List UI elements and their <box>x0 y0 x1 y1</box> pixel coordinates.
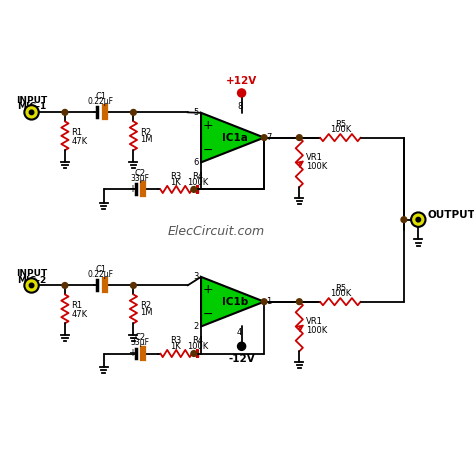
Circle shape <box>237 89 246 97</box>
Text: INPUT: INPUT <box>16 269 47 278</box>
Text: C1: C1 <box>95 92 107 101</box>
Text: R1: R1 <box>71 128 82 137</box>
Text: 33μF: 33μF <box>130 174 149 183</box>
Text: −: − <box>203 143 213 156</box>
Text: INPUT: INPUT <box>16 96 47 105</box>
Text: 8: 8 <box>237 102 243 111</box>
Text: MIC-1: MIC-1 <box>17 102 46 111</box>
Text: ElecCircuit.com: ElecCircuit.com <box>168 225 265 238</box>
Text: R2: R2 <box>140 128 151 137</box>
Text: R1: R1 <box>71 301 82 310</box>
Text: 6: 6 <box>193 158 198 167</box>
Text: 7: 7 <box>266 133 271 142</box>
Circle shape <box>130 283 137 288</box>
Circle shape <box>401 217 407 222</box>
Text: R3: R3 <box>170 172 182 181</box>
Text: 2: 2 <box>193 322 198 331</box>
Circle shape <box>62 283 68 288</box>
Circle shape <box>261 135 267 141</box>
Polygon shape <box>201 277 264 327</box>
Text: 1M: 1M <box>140 308 152 317</box>
Text: 1K: 1K <box>171 342 181 351</box>
Text: 4: 4 <box>237 328 242 337</box>
Text: +: + <box>128 348 137 358</box>
Text: 47K: 47K <box>71 137 87 146</box>
Text: R5: R5 <box>335 284 346 293</box>
Text: IC1a: IC1a <box>222 133 248 143</box>
Text: 3: 3 <box>193 272 198 281</box>
Circle shape <box>416 217 420 222</box>
Text: 5: 5 <box>193 108 198 117</box>
Circle shape <box>29 283 34 288</box>
Circle shape <box>24 278 39 293</box>
Text: C2: C2 <box>134 333 146 342</box>
Text: 33μF: 33μF <box>130 338 149 347</box>
Text: R3: R3 <box>170 336 182 345</box>
Text: 100K: 100K <box>330 125 351 134</box>
Text: +: + <box>203 119 214 132</box>
Text: OUTPUT: OUTPUT <box>427 210 474 220</box>
Circle shape <box>24 105 39 120</box>
Text: R5: R5 <box>335 120 346 129</box>
Text: +: + <box>128 184 137 193</box>
Text: 100K: 100K <box>187 178 208 187</box>
Polygon shape <box>201 113 264 162</box>
Text: +12V: +12V <box>226 76 257 86</box>
Text: −: − <box>203 308 213 321</box>
Circle shape <box>191 187 197 192</box>
Text: 0.22μF: 0.22μF <box>88 270 114 279</box>
Text: 47K: 47K <box>71 310 87 319</box>
Text: 100K: 100K <box>306 327 327 336</box>
Circle shape <box>296 135 302 141</box>
Circle shape <box>62 110 68 115</box>
Text: VR1: VR1 <box>306 318 322 327</box>
Text: 1M: 1M <box>140 135 152 144</box>
Text: R2: R2 <box>140 301 151 310</box>
Text: C2: C2 <box>134 169 146 178</box>
Circle shape <box>29 110 34 115</box>
Text: 100K: 100K <box>306 162 327 171</box>
Text: MIC-2: MIC-2 <box>17 276 46 285</box>
Circle shape <box>237 342 246 350</box>
Text: R4: R4 <box>192 172 203 181</box>
Circle shape <box>191 350 197 356</box>
Text: IC1b: IC1b <box>222 297 248 307</box>
Text: 1K: 1K <box>171 178 181 187</box>
Text: 100K: 100K <box>187 342 208 351</box>
Text: 0.22μF: 0.22μF <box>88 97 114 106</box>
Text: R4: R4 <box>192 336 203 345</box>
Text: VR1: VR1 <box>306 153 322 162</box>
Circle shape <box>261 299 267 304</box>
Text: +: + <box>203 283 214 296</box>
Text: -12V: -12V <box>228 354 255 364</box>
Text: 100K: 100K <box>330 289 351 298</box>
Circle shape <box>411 212 426 227</box>
Text: C1: C1 <box>95 265 107 274</box>
Text: 1: 1 <box>266 297 271 306</box>
Circle shape <box>296 299 302 304</box>
Circle shape <box>130 110 137 115</box>
